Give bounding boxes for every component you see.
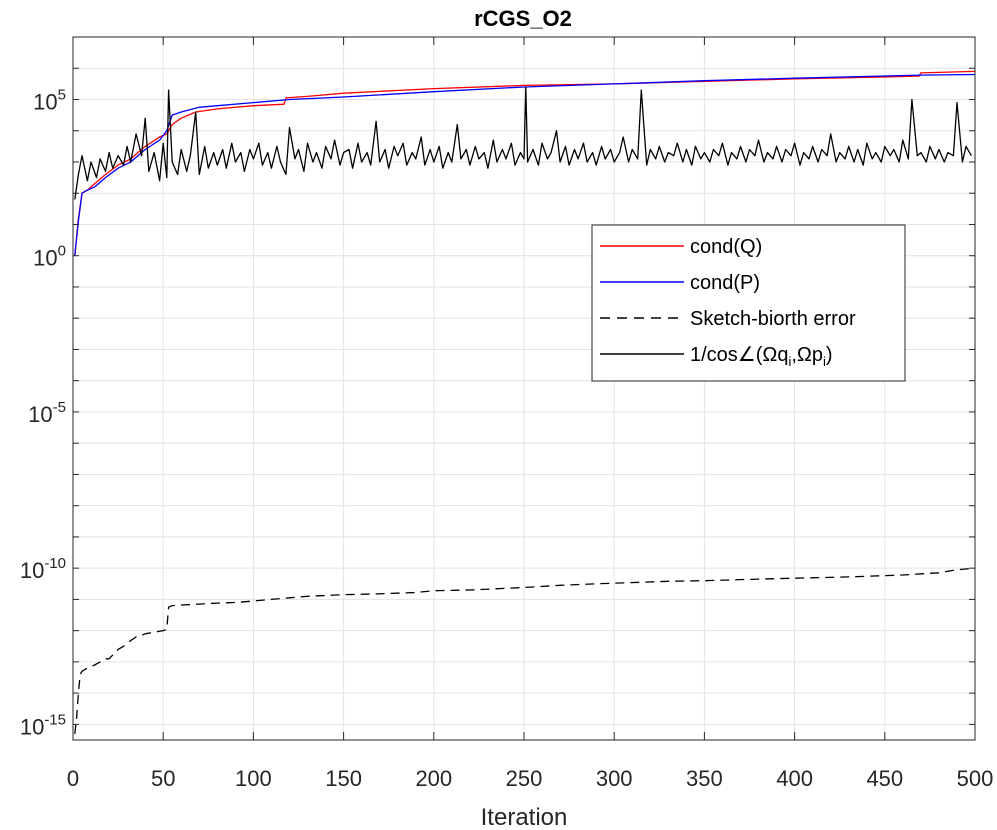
x-axis-label: Iteration xyxy=(481,804,568,830)
legend-label-cond-q: cond(Q) xyxy=(690,236,762,258)
series-line-1 xyxy=(74,73,976,256)
series-layer xyxy=(74,70,976,734)
x-tick-label-0: 0 xyxy=(67,766,79,791)
x-ticks: 0 50 100 150 200 250 300 350 400 450 500 xyxy=(67,37,993,791)
y-tick-label-0: 105 xyxy=(33,86,66,114)
y-tick-label-2: 10-5 xyxy=(28,399,66,427)
series-line-2 xyxy=(74,567,976,734)
y-tick-label-3: 10-10 xyxy=(20,555,66,583)
legend: cond(Q) cond(P) Sketch-biorth error 1/co… xyxy=(591,224,906,382)
y-tick-label-4: 10-15 xyxy=(20,711,66,739)
chart-title: rCGS_O2 xyxy=(474,6,572,31)
x-tick-label-4: 200 xyxy=(415,766,452,791)
x-tick-label-7: 350 xyxy=(686,766,723,791)
x-tick-label-2: 100 xyxy=(235,766,272,791)
x-tick-label-9: 450 xyxy=(866,766,903,791)
x-tick-label-10: 500 xyxy=(957,766,994,791)
x-tick-label-1: 50 xyxy=(151,766,175,791)
legend-box xyxy=(591,224,906,382)
x-tick-label-6: 300 xyxy=(596,766,633,791)
legend-label-cond-p: cond(P) xyxy=(690,272,760,294)
series-line-3 xyxy=(74,86,972,200)
y-tick-label-1: 100 xyxy=(33,243,66,271)
x-tick-label-5: 250 xyxy=(506,766,543,791)
x-tick-label-8: 400 xyxy=(776,766,813,791)
y-ticks: 105 100 10-5 10-10 10-15 xyxy=(20,36,975,739)
series-line-0 xyxy=(74,70,976,256)
x-tick-label-3: 150 xyxy=(325,766,362,791)
legend-label-sketch-biorth: Sketch-biorth error xyxy=(690,308,856,330)
legend-label-inv-cos: 1/cos∠(Ωqi,Ωpi) xyxy=(690,344,833,369)
